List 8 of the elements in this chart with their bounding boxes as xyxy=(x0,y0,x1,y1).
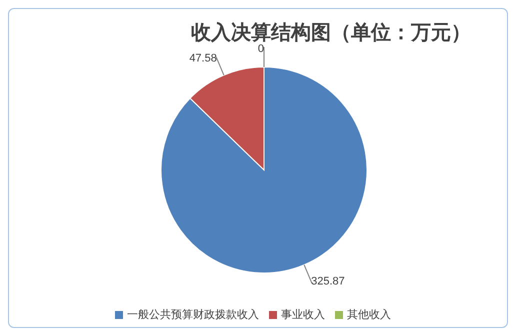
text: 0 xyxy=(258,43,264,55)
data-label: 47.58 xyxy=(189,52,217,65)
chart-title: 收入决算结构图（单位：万元） xyxy=(191,21,471,44)
legend-label: 其他收入 xyxy=(347,309,391,321)
legend-label: 一般公共预算财政拨款收入 xyxy=(127,309,259,321)
pie-slice xyxy=(160,66,368,274)
legend-label: 事业收入 xyxy=(281,309,325,321)
data-label: 325.87 xyxy=(311,275,345,288)
